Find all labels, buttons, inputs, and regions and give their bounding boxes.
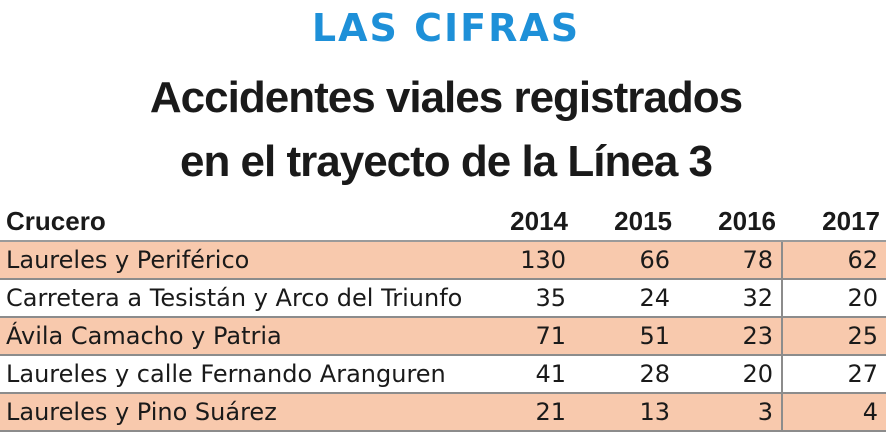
value-cell-2015: 66 xyxy=(574,241,678,280)
value-cell-2016: 23 xyxy=(678,317,782,356)
column-header-2014: 2014 xyxy=(470,202,574,242)
table-header-row: Crucero 2014 2015 2016 2017 xyxy=(0,202,886,242)
column-header-2016: 2016 xyxy=(678,202,782,242)
value-cell-2014: 21 xyxy=(470,393,574,432)
column-header-crucero: Crucero xyxy=(0,202,470,242)
value-cell-2014: 35 xyxy=(470,279,574,318)
table-row: Laureles y Periférico 130 66 78 62 xyxy=(0,241,886,280)
table-row: Carretera a Tesistán y Arco del Triunfo 3… xyxy=(0,279,886,318)
value-cell-2017: 4 xyxy=(781,393,886,432)
crucero-cell: Ávila Camacho y Patria xyxy=(0,317,470,356)
value-cell-2016: 20 xyxy=(678,355,782,394)
value-cell-2015: 51 xyxy=(574,317,678,356)
accidents-table: Crucero 2014 2015 2016 2017 Laureles y P… xyxy=(0,202,886,432)
crucero-cell: Laureles y Pino Suárez xyxy=(0,393,470,432)
value-cell-2016: 3 xyxy=(678,393,782,432)
column-header-2015: 2015 xyxy=(574,202,678,242)
section-kicker: LAS CIFRAS xyxy=(311,6,581,50)
column-header-2017: 2017 xyxy=(782,202,886,242)
value-cell-2015: 24 xyxy=(574,279,678,318)
value-cell-2016: 32 xyxy=(678,279,782,318)
value-cell-2015: 28 xyxy=(574,355,678,394)
table-row: Laureles y Pino Suárez 21 13 3 4 xyxy=(0,393,886,432)
page-title-line-2: en el trayecto de la Línea 3 xyxy=(179,137,713,186)
value-cell-2014: 71 xyxy=(470,317,574,356)
page-title-line-1: Accidentes viales registrados xyxy=(149,73,743,122)
table-body: Laureles y Periférico 130 66 78 62 Carretera … xyxy=(0,241,886,432)
value-cell-2015: 13 xyxy=(574,393,678,432)
value-cell-2017: 25 xyxy=(781,317,886,356)
value-cell-2017: 20 xyxy=(781,279,886,318)
value-cell-2017: 27 xyxy=(781,355,886,394)
value-cell-2014: 41 xyxy=(470,355,574,394)
value-cell-2016: 78 xyxy=(678,241,782,280)
value-cell-2017: 62 xyxy=(781,241,886,280)
crucero-cell: Carretera a Tesistán y Arco del Triunfo xyxy=(0,279,470,318)
crucero-cell: Laureles y Periférico xyxy=(0,241,470,280)
value-cell-2014: 130 xyxy=(470,241,574,280)
crucero-cell: Laureles y calle Fernando Aranguren xyxy=(0,355,470,394)
table-row: Ávila Camacho y Patria 71 51 23 25 xyxy=(0,317,886,356)
table-row: Laureles y calle Fernando Aranguren 41 28 2… xyxy=(0,355,886,394)
